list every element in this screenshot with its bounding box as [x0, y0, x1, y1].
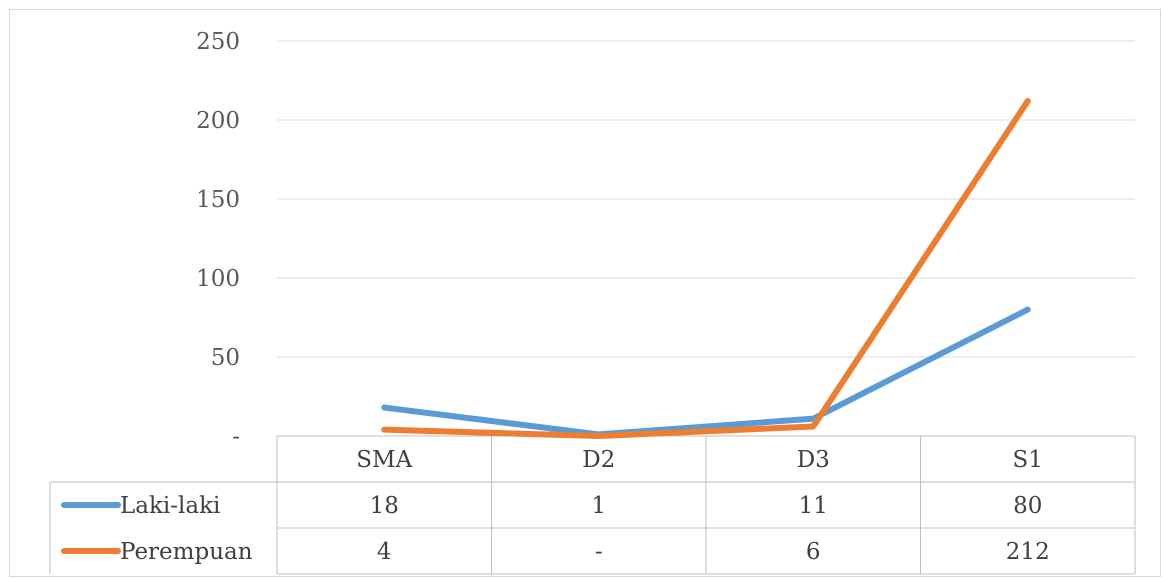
data-table-cell: 1: [591, 493, 606, 519]
data-table-cell: 4: [377, 539, 392, 565]
y-tick-label: 100: [196, 266, 240, 292]
y-tick-label: 150: [196, 187, 240, 213]
data-table-cell: -: [595, 539, 603, 565]
legend-label: Laki-laki: [120, 493, 220, 519]
series-line-0: [381, 306, 1031, 438]
legend-label: Perempuan: [120, 539, 253, 565]
data-table-cell: 18: [370, 493, 399, 519]
x-category-label: D2: [582, 447, 615, 473]
y-tick-label: 200: [196, 108, 240, 134]
y-tick-label: 250: [196, 29, 240, 55]
data-table-cell: 80: [1013, 493, 1042, 519]
data-table-cell: 11: [799, 493, 828, 519]
data-table-cell: 6: [806, 539, 821, 565]
data-table-cell: 212: [1006, 539, 1050, 565]
y-tick-label: 50: [211, 345, 240, 371]
series-line-1: [381, 98, 1031, 439]
chart-frame: [9, 9, 1161, 577]
y-tick-label: -: [232, 424, 240, 450]
x-category-label: S1: [1013, 447, 1043, 473]
x-category-label: SMA: [356, 447, 412, 473]
x-category-label: D3: [797, 447, 830, 473]
